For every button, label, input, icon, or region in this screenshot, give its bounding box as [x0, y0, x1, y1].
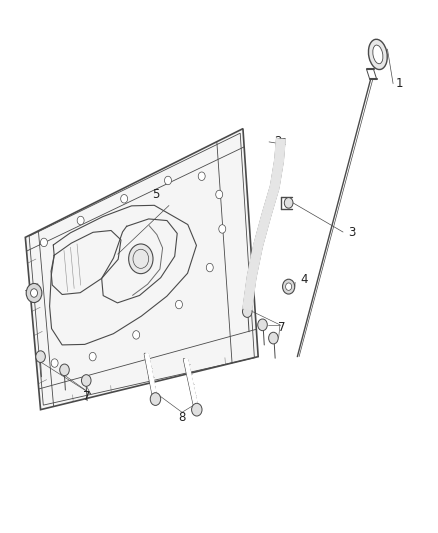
Circle shape	[60, 364, 69, 376]
Polygon shape	[247, 244, 262, 278]
Text: 4: 4	[300, 273, 307, 286]
Circle shape	[51, 359, 58, 367]
Polygon shape	[243, 276, 256, 310]
Polygon shape	[254, 212, 271, 247]
Text: 3: 3	[348, 225, 355, 239]
Text: 7: 7	[82, 390, 90, 403]
Ellipse shape	[373, 45, 383, 64]
Circle shape	[206, 263, 213, 272]
Text: 2: 2	[274, 135, 282, 148]
Circle shape	[133, 330, 140, 339]
Circle shape	[219, 225, 226, 233]
Circle shape	[216, 190, 223, 199]
Circle shape	[258, 319, 267, 330]
Polygon shape	[145, 354, 157, 399]
Polygon shape	[275, 139, 285, 161]
Circle shape	[176, 300, 183, 309]
Circle shape	[31, 289, 38, 297]
Polygon shape	[263, 185, 279, 215]
Circle shape	[81, 375, 91, 386]
Circle shape	[89, 352, 96, 361]
Circle shape	[129, 244, 153, 273]
Text: 7: 7	[279, 321, 286, 334]
Text: 1: 1	[396, 77, 403, 90]
Circle shape	[286, 283, 292, 290]
Circle shape	[191, 403, 202, 416]
Circle shape	[284, 198, 293, 208]
Circle shape	[243, 306, 252, 317]
Circle shape	[268, 332, 278, 344]
Polygon shape	[25, 128, 258, 410]
Circle shape	[40, 238, 47, 247]
Polygon shape	[184, 359, 198, 410]
Text: 5: 5	[152, 189, 159, 201]
Circle shape	[283, 279, 295, 294]
Circle shape	[36, 351, 46, 362]
Circle shape	[121, 195, 127, 203]
Text: 8: 8	[178, 411, 186, 424]
Ellipse shape	[368, 39, 387, 69]
Circle shape	[77, 216, 84, 225]
Circle shape	[198, 172, 205, 181]
Polygon shape	[270, 159, 283, 188]
Circle shape	[26, 284, 42, 303]
Text: 6: 6	[26, 284, 33, 297]
Circle shape	[150, 393, 161, 406]
Circle shape	[165, 176, 171, 185]
